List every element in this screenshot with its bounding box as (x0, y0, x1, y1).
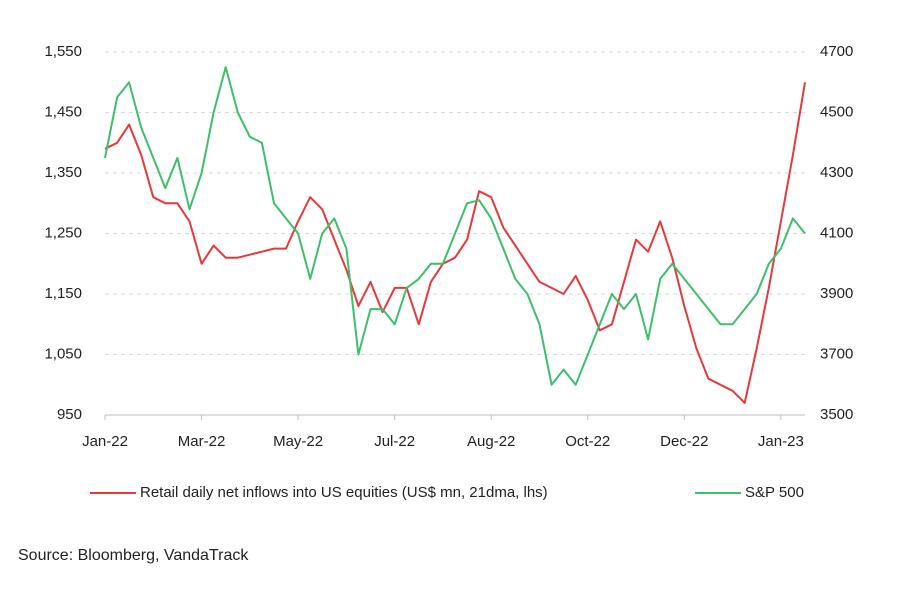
x-tick-label: Jul-22 (374, 433, 415, 450)
y2-tick-label: 4300 (820, 164, 853, 181)
x-tick-label: Dec-22 (660, 433, 708, 450)
x-tick-label: Jan-23 (758, 433, 804, 450)
legend-label: S&P 500 (745, 484, 804, 501)
source-note: Source: Bloomberg, VandaTrack (18, 547, 249, 564)
y-tick-label: 950 (57, 406, 82, 423)
y2-tick-label: 4500 (820, 103, 853, 120)
y-tick-label: 1,250 (44, 224, 82, 241)
y-tick-label: 1,550 (44, 43, 82, 60)
y-tick-label: 1,150 (44, 285, 82, 302)
y2-tick-label: 3500 (820, 406, 853, 423)
x-tick-label: Mar-22 (178, 433, 226, 450)
y-tick-label: 1,050 (44, 345, 82, 362)
legend-label: Retail daily net inflows into US equitie… (140, 484, 548, 501)
data-line (104, 82, 806, 404)
x-tick-label: Aug-22 (467, 433, 515, 450)
y2-tick-label: 4100 (820, 224, 853, 241)
y2-tick-label: 4700 (820, 43, 853, 60)
x-tick-label: Oct-22 (565, 433, 610, 450)
x-tick-label: Jan-22 (82, 433, 128, 450)
x-tick-label: May-22 (273, 433, 323, 450)
data-line (104, 66, 806, 386)
y-tick-label: 1,350 (44, 164, 82, 181)
y-tick-label: 1,450 (44, 103, 82, 120)
y2-tick-label: 3700 (820, 345, 853, 362)
y2-tick-label: 3900 (820, 285, 853, 302)
